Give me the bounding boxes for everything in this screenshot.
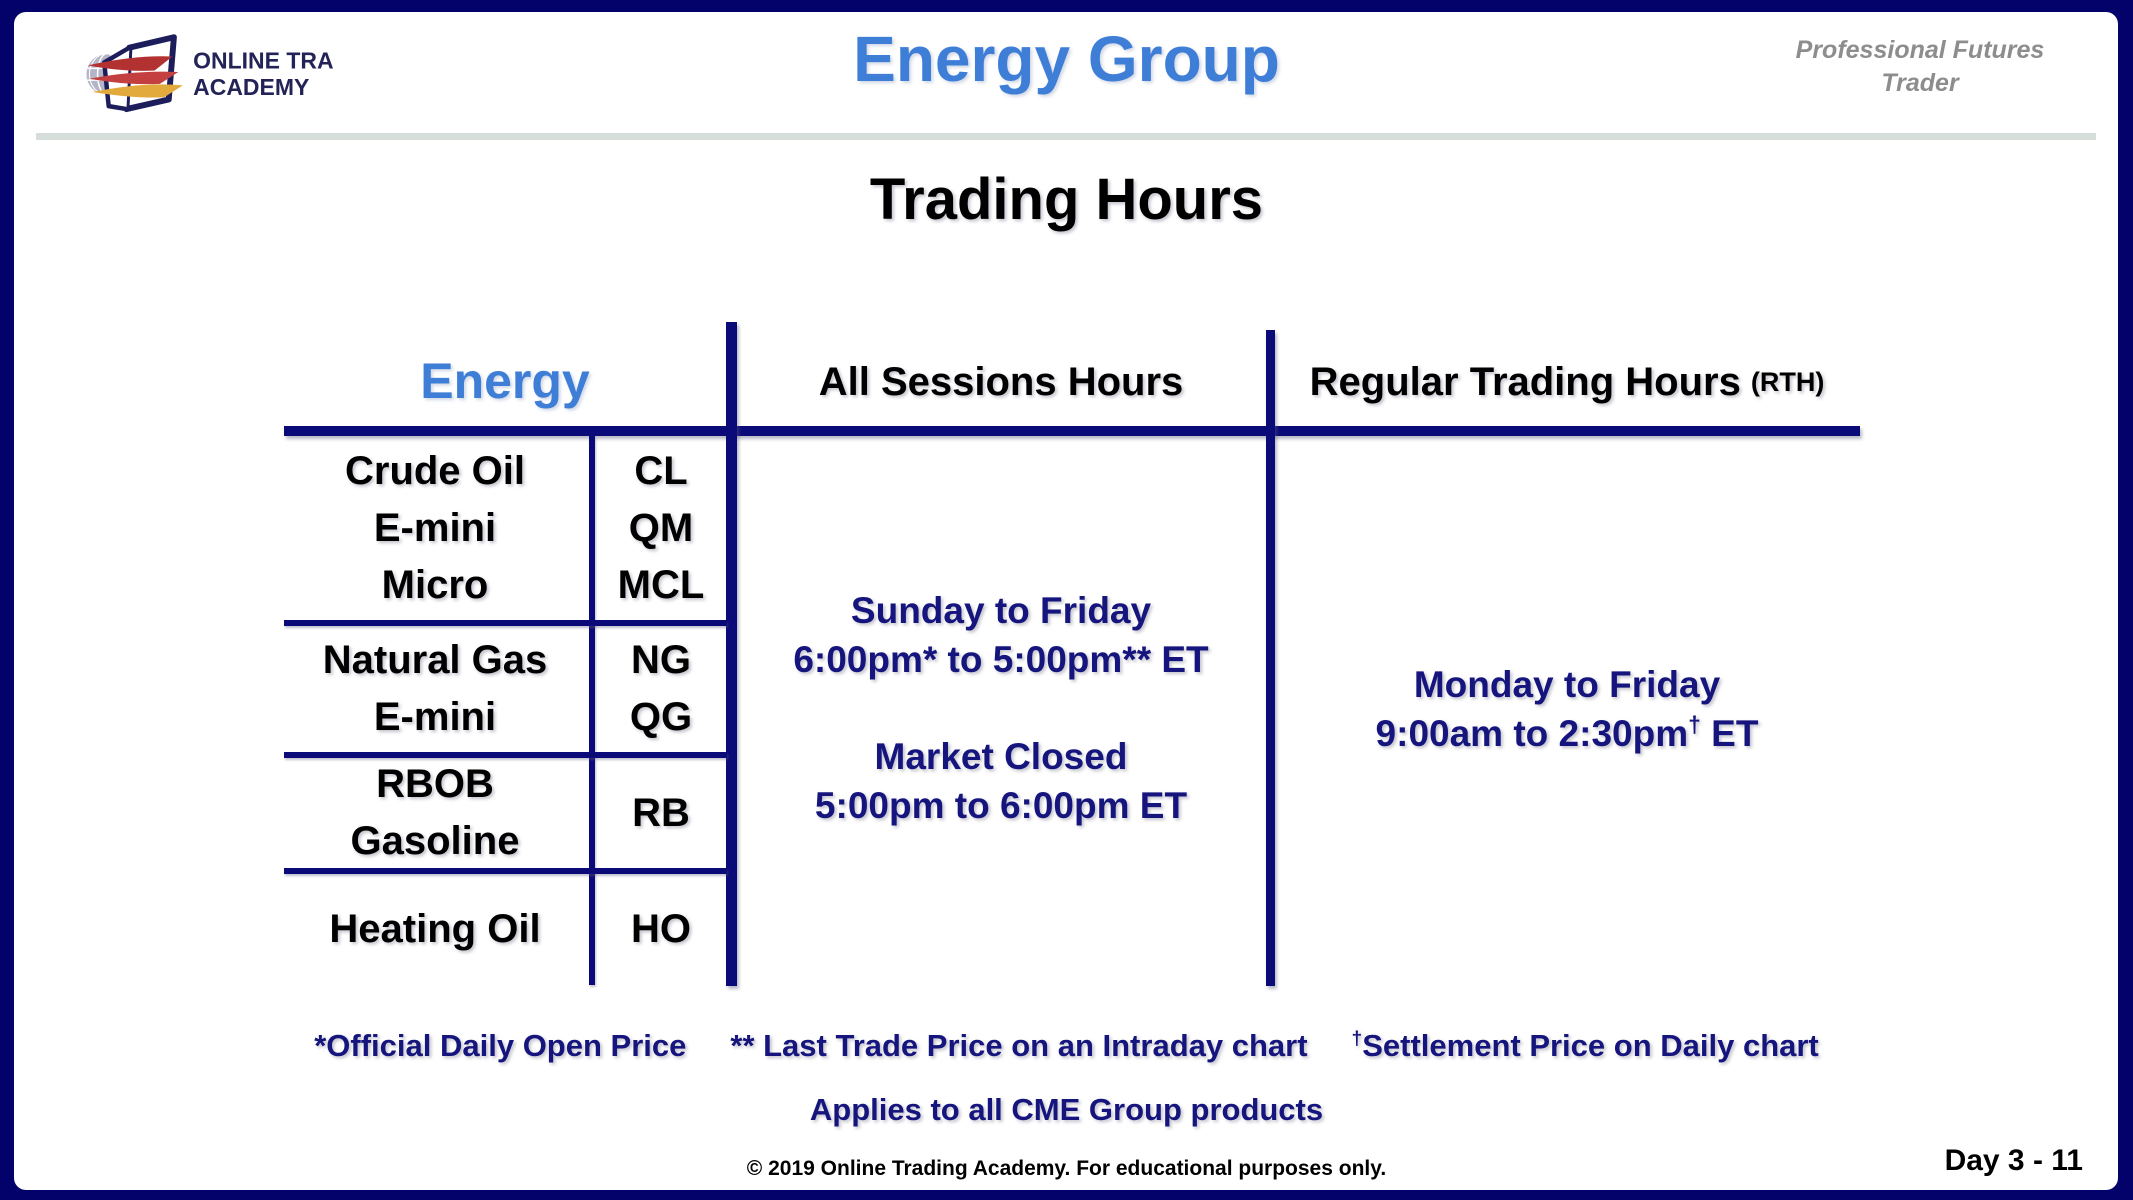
- table-row-symbols-rbob: RB: [596, 758, 726, 868]
- column-header-rth-label: Regular Trading Hours: [1309, 359, 1741, 404]
- rth-days: Monday to Friday: [1413, 664, 1721, 705]
- table-vertical-rule-1: [726, 322, 737, 986]
- footnote-open-price: *Official Daily Open Price: [314, 1028, 687, 1063]
- footnote-last-trade: ** Last Trade Price on an Intraday chart: [730, 1028, 1308, 1063]
- market-closed-label: Market Closed: [874, 736, 1128, 777]
- rth-times: 9:00am to 2:30pm† ET: [1376, 709, 1759, 758]
- logo-text-line1: ONLINE TRADING: [193, 47, 334, 73]
- column-header-rth-abbrev: (RTH): [1750, 366, 1825, 397]
- all-sessions-closed-hours: Market Closed 5:00pm to 6:00pm ET: [737, 732, 1265, 830]
- product-symbol: QG: [629, 695, 693, 739]
- slide-title: Energy Group: [853, 23, 1280, 95]
- table-row-symbols-natural-gas: NG QG: [596, 626, 726, 752]
- footnotes-row: *Official Daily Open Price ** Last Trade…: [0, 1028, 2133, 1064]
- all-sessions-open-hours: Sunday to Friday 6:00pm* to 5:00pm** ET: [737, 586, 1265, 684]
- course-name-line2: Trader: [1881, 68, 1959, 97]
- all-sessions-days: Sunday to Friday: [850, 590, 1152, 631]
- rth-hours: Monday to Friday 9:00am to 2:30pm† ET: [1274, 660, 1860, 758]
- product-symbol: QM: [628, 505, 694, 550]
- page-number: Day 3 - 11: [1944, 1144, 2083, 1177]
- ota-logo: ONLINE TRADING ACADEMY: [86, 34, 334, 113]
- applies-note: Applies to all CME Group products: [809, 1092, 1324, 1127]
- product-symbol: HO: [631, 907, 691, 951]
- table-row-names-crude-oil: Crude Oil E-mini Micro: [284, 436, 586, 620]
- table-row-names-natural-gas: Natural Gas E-mini: [284, 626, 586, 752]
- column-header-rth: Regular Trading Hours (RTH): [1274, 350, 1860, 414]
- logo-text-line2: ACADEMY: [193, 74, 309, 100]
- product-symbol: MCL: [617, 562, 705, 607]
- header-divider: [36, 133, 2096, 140]
- slide-panel: [14, 12, 2118, 1190]
- table-row-rule-2: [284, 752, 727, 758]
- product-name: Micro: [381, 562, 489, 607]
- dagger-superscript: †: [1688, 711, 1701, 738]
- table-symbol-column-rule: [589, 436, 595, 985]
- product-name: E-mini: [373, 695, 497, 739]
- table-row-symbols-heating-oil: HO: [596, 874, 726, 985]
- table-header-rule: [284, 426, 1860, 436]
- product-symbol: RB: [632, 790, 690, 835]
- product-symbol: CL: [634, 448, 688, 493]
- swoosh-arrows-icon: [87, 56, 183, 98]
- market-closed-times: 5:00pm to 6:00pm ET: [814, 785, 1188, 826]
- table-row-symbols-crude-oil: CL QM MCL: [596, 436, 726, 620]
- copyright-text: © 2019 Online Trading Academy. For educa…: [746, 1157, 1387, 1180]
- table-row-rule-1: [284, 620, 727, 626]
- product-name: E-mini: [373, 505, 497, 550]
- page-heading: Trading Hours: [869, 167, 1264, 232]
- table-row-names-heating-oil: Heating Oil: [284, 874, 586, 985]
- dagger-superscript: †: [1351, 1028, 1363, 1050]
- footnote-settlement: †Settlement Price on Daily chart: [1352, 1028, 1819, 1064]
- footnote-settlement-text: Settlement Price on Daily chart: [1362, 1028, 1819, 1063]
- course-name: Professional Futures Trader: [1755, 34, 2085, 99]
- product-name: Gasoline: [350, 819, 520, 863]
- rth-times-timezone: ET: [1700, 713, 1759, 754]
- product-name: RBOB: [376, 762, 494, 806]
- rth-times-text: 9:00am to 2:30pm: [1375, 713, 1689, 754]
- table-row-names-rbob: RBOB Gasoline: [284, 758, 586, 868]
- product-name: Crude Oil: [344, 448, 526, 493]
- course-name-line1: Professional Futures: [1795, 36, 2045, 64]
- table-row-rule-3: [284, 868, 727, 874]
- all-sessions-times: 6:00pm* to 5:00pm** ET: [793, 639, 1209, 680]
- table-vertical-rule-2: [1266, 330, 1275, 986]
- product-name: Heating Oil: [329, 907, 541, 951]
- product-name: Natural Gas: [322, 638, 548, 682]
- column-header-all-sessions: All Sessions Hours: [818, 359, 1184, 404]
- column-header-energy: Energy: [420, 353, 590, 409]
- product-symbol: NG: [631, 638, 691, 682]
